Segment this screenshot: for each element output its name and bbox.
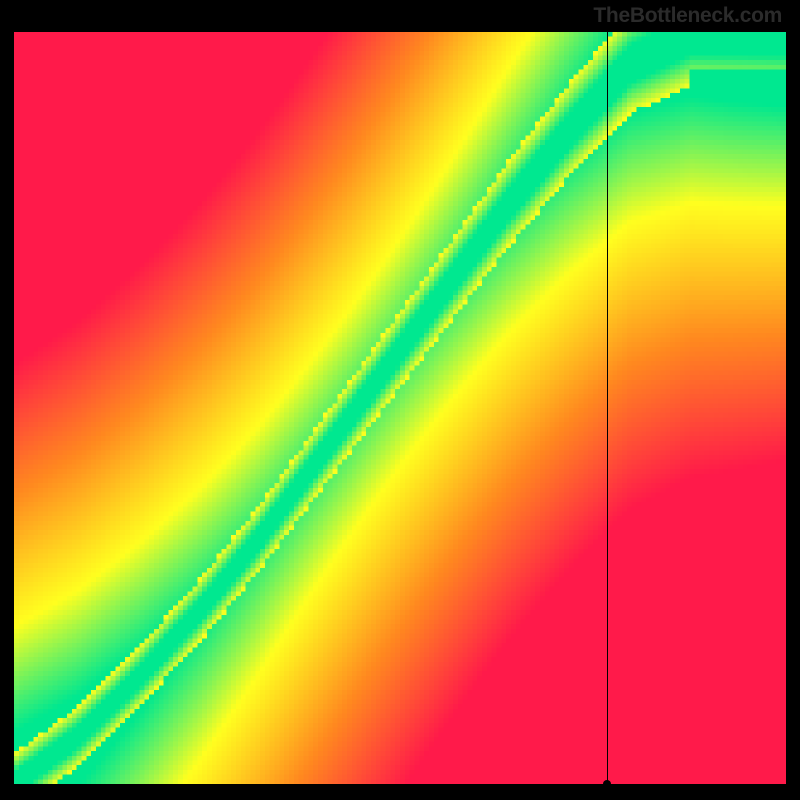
x-axis-tick-dot (603, 780, 611, 788)
y-axis-line (12, 30, 14, 786)
x-axis-line (12, 784, 788, 786)
attribution-text: TheBottleneck.com (593, 4, 782, 28)
plot-area (14, 32, 786, 784)
crosshair-vertical (607, 32, 608, 784)
heatmap-canvas (14, 32, 786, 784)
